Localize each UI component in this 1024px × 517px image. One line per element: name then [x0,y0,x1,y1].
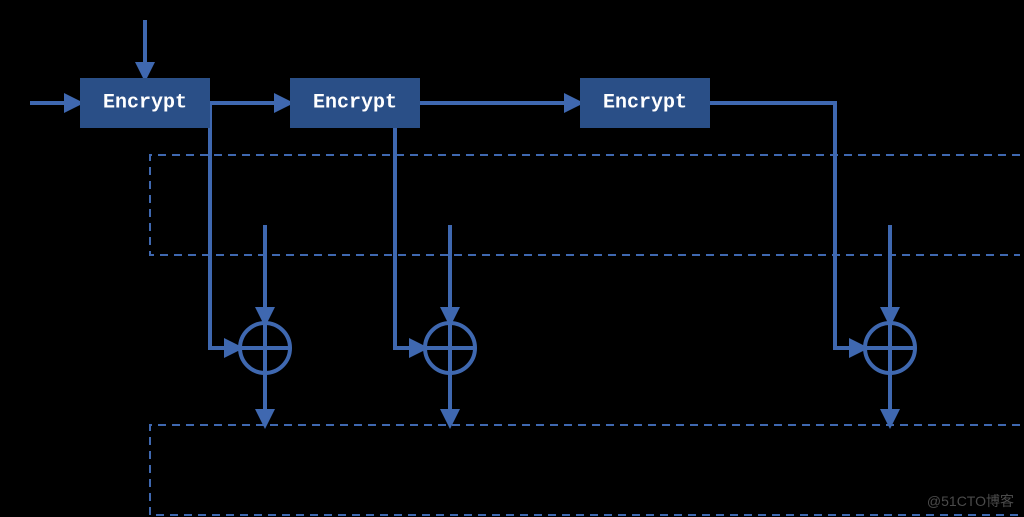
keystream-band [150,425,1020,515]
watermark-text: @51CTO博客 [927,491,1014,511]
ofb-mode-diagram: Encrypt Encrypt Encrypt [0,0,1024,517]
connector-elbow [395,103,425,348]
encrypt-label: Encrypt [603,92,687,115]
encrypt-label: Encrypt [313,92,397,115]
connector-elbow [210,103,240,348]
connector-elbow [710,103,865,348]
encrypt-label: Encrypt [103,92,187,115]
